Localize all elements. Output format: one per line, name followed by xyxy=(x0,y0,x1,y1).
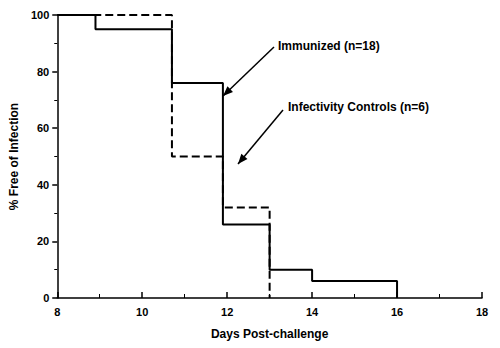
svg-text:8: 8 xyxy=(54,306,60,318)
svg-text:14: 14 xyxy=(306,306,319,318)
svg-text:80: 80 xyxy=(37,66,49,78)
svg-text:Infectivity Controls (n=6): Infectivity Controls (n=6) xyxy=(288,100,429,114)
svg-text:18: 18 xyxy=(476,306,488,318)
svg-text:40: 40 xyxy=(37,179,49,191)
svg-text:60: 60 xyxy=(37,122,49,134)
svg-text:Immunized (n=18): Immunized (n=18) xyxy=(278,39,380,53)
svg-text:100: 100 xyxy=(31,9,49,21)
svg-text:16: 16 xyxy=(391,306,403,318)
svg-text:0: 0 xyxy=(43,292,49,304)
svg-text:10: 10 xyxy=(136,306,148,318)
svg-text:12: 12 xyxy=(221,306,233,318)
svg-text:20: 20 xyxy=(37,235,49,247)
svg-text:Days Post-challenge: Days Post-challenge xyxy=(211,327,329,341)
svg-text:% Free of Infection: % Free of Infection xyxy=(7,103,21,210)
